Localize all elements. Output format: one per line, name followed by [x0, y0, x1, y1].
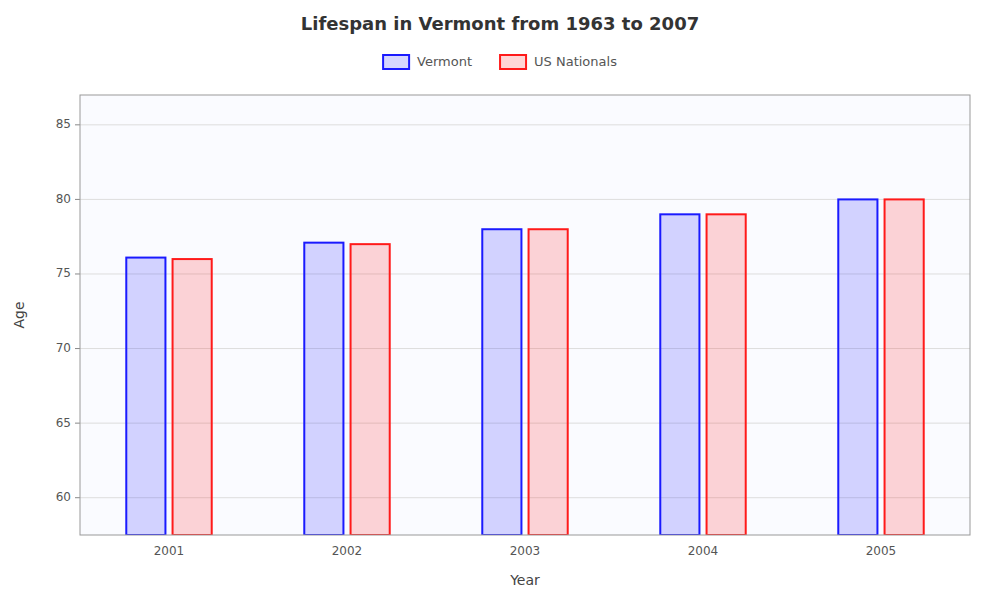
y-tick [75, 199, 80, 200]
bar [660, 214, 699, 535]
grid-line [80, 273, 970, 274]
grid-line [80, 348, 970, 349]
bar-series [126, 199, 877, 535]
y-grid [80, 125, 970, 498]
bar [529, 229, 568, 535]
page: Chart html, body { margin: 0; padding: 0… [0, 0, 1000, 600]
x-tick-label: 2005 [866, 544, 897, 558]
bar [126, 258, 165, 535]
plot-background [80, 95, 970, 535]
y-tick-label: 80 [56, 192, 71, 206]
legend-swatch [383, 55, 409, 69]
plot-frame [80, 95, 970, 535]
bar [351, 244, 390, 535]
x-tick-label: 2002 [332, 544, 363, 558]
legend-label: US Nationals [534, 54, 617, 69]
y-tick-label: 60 [56, 490, 71, 504]
grid-line [80, 497, 970, 498]
y-tick-label: 85 [56, 117, 71, 131]
chart-title: Lifespan in Vermont from 1963 to 2007 [301, 13, 699, 34]
legend-label: Vermont [417, 54, 472, 69]
y-tick [75, 273, 80, 274]
chart-svg: 60 65 70 75 80 85 2001 2002 2003 2004 2005 Year Age L… [0, 0, 1000, 600]
bar [482, 229, 521, 535]
legend-item: US Nationals [500, 54, 617, 70]
x-tick-label: 2004 [688, 544, 719, 558]
bar [707, 214, 746, 535]
chart-container: 60 65 70 75 80 85 2001 2002 2003 2004 2005 Year Age L… [0, 0, 1000, 600]
y-tick-label: 75 [56, 266, 71, 280]
y-tick [75, 124, 80, 125]
bar [304, 243, 343, 535]
legend-item: Vermont [383, 54, 472, 70]
x-axis-label: Year [509, 572, 540, 588]
x-tick-label: 2003 [510, 544, 541, 558]
y-tick [75, 497, 80, 498]
page-body: {"chart_data": {"type": "bar", "title": … [0, 0, 1000, 600]
legend-swatch [500, 55, 526, 69]
bar [885, 199, 924, 535]
bar [173, 259, 212, 535]
y-axis-label: Age [11, 301, 27, 328]
x-tick-label: 2001 [154, 544, 185, 558]
y-tick [75, 348, 80, 349]
grid-line [80, 124, 970, 125]
y-tick-label: 70 [56, 341, 71, 355]
y-tick-labels: 60 65 70 75 80 85 [56, 117, 80, 504]
legend: Vermont US Nationals [383, 54, 617, 70]
y-tick-label: 65 [56, 416, 71, 430]
grid-line [80, 423, 970, 424]
bars [126, 199, 923, 535]
y-tick [75, 423, 80, 424]
x-tick-labels: 2001 2002 2003 2004 2005 [154, 544, 897, 558]
bar [838, 199, 877, 535]
bar-series [173, 199, 924, 535]
grid-line [80, 199, 970, 200]
